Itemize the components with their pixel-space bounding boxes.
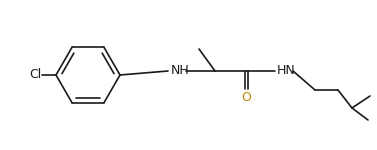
Text: Cl: Cl	[29, 69, 41, 81]
Text: NH: NH	[171, 64, 190, 78]
Text: HN: HN	[277, 64, 296, 78]
Text: O: O	[242, 91, 251, 104]
